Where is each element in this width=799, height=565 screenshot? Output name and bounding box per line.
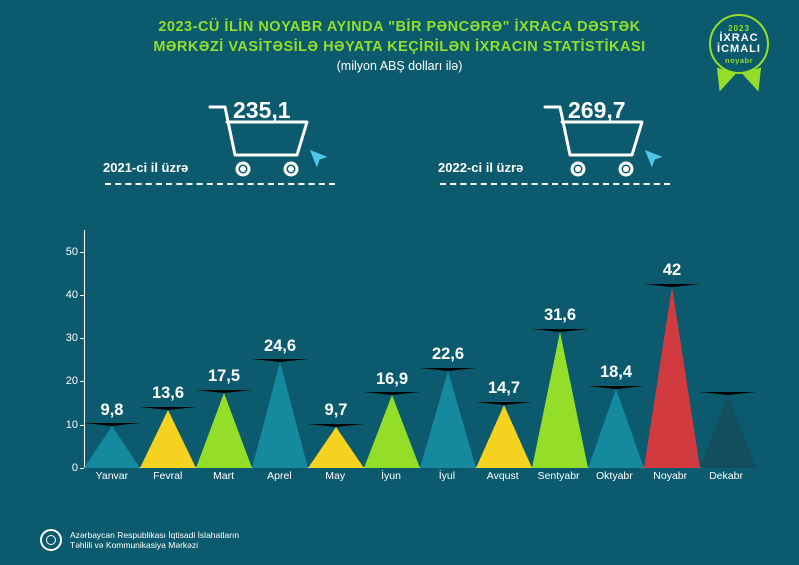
x-label: Fevral: [140, 470, 196, 490]
title-line2: MƏRKƏZİ VASİTƏSİLƏ HƏYATA KEÇİRİLƏN İXRA…: [153, 39, 645, 55]
badge-line2: İCMALI: [717, 44, 761, 55]
peak-triangle: [308, 424, 364, 468]
peak-triangle: [84, 423, 140, 468]
chart-peak: [700, 392, 756, 468]
chart-peak: 31,6: [532, 329, 588, 468]
peak-triangle: [700, 392, 756, 468]
page-title: 2023-CÜ İLİN NOYABR AYINDA "BİR PƏNCƏRƏ"…: [0, 0, 799, 57]
chart-peak: 22,6: [420, 368, 476, 468]
report-badge: 2023 İXRAC İCMALI noyabr: [705, 14, 773, 96]
footer: Azərbaycan Respublikası İqtisadi İslahat…: [40, 529, 239, 551]
peak-triangle: [532, 329, 588, 468]
peak-value: 17,5: [208, 367, 240, 386]
chart-peak: 13,6: [140, 407, 196, 468]
chart-peak: 14,7: [476, 402, 532, 468]
peak-triangle: [476, 402, 532, 468]
cursor-icon: [309, 149, 329, 169]
peak-value: 9,7: [325, 401, 348, 420]
peak-value: 24,6: [264, 337, 296, 356]
cart-icon: [205, 97, 340, 189]
chart-peak: 16,9: [364, 392, 420, 468]
peak-value: 42: [663, 261, 681, 280]
x-label: İyun: [363, 470, 419, 490]
x-label: Oktyabr: [586, 470, 642, 490]
chart-peak: 24,6: [252, 359, 308, 468]
badge-line1: İXRAC: [719, 33, 758, 44]
peak-triangle: [588, 386, 644, 468]
chart-peaks: 9,813,617,524,69,716,922,614,731,618,442: [84, 230, 754, 468]
peak-triangle: [420, 368, 476, 468]
x-label: Dekabr: [698, 470, 754, 490]
compare-label-2022: 2022-ci il üzrə: [438, 160, 523, 175]
footer-line2: Təhlili və Kommunikasiya Mərkəzi: [70, 540, 198, 550]
x-label: Yanvar: [84, 470, 140, 490]
footer-line1: Azərbaycan Respublikası İqtisadi İslahat…: [70, 530, 239, 540]
chart-peak: 17,5: [196, 390, 252, 468]
chart-peak: 18,4: [588, 386, 644, 468]
y-tick: 40: [66, 289, 78, 301]
peak-value: 16,9: [376, 370, 408, 389]
x-label: Noyabr: [642, 470, 698, 490]
y-tick-mark: [80, 252, 84, 253]
footer-text: Azərbaycan Respublikası İqtisadi İslahat…: [70, 530, 239, 550]
y-tick-mark: [80, 425, 84, 426]
x-axis-labels: YanvarFevralMartAprelMayİyunİyulAvqustSe…: [84, 470, 754, 490]
badge-ring: 2023 İXRAC İCMALI noyabr: [709, 14, 769, 74]
x-label: Aprel: [251, 470, 307, 490]
peak-value: 18,4: [600, 363, 632, 382]
peak-value: 22,6: [432, 345, 464, 364]
monthly-chart: 01020304050 9,813,617,524,69,716,922,614…: [54, 230, 754, 490]
emblem-icon: [40, 529, 62, 551]
peak-value: 13,6: [152, 384, 184, 403]
cart-icon: [540, 97, 675, 189]
peak-value: 14,7: [488, 379, 520, 398]
y-tick: 10: [66, 419, 78, 431]
peak-triangle: [140, 407, 196, 468]
badge-month: noyabr: [725, 56, 753, 65]
peak-triangle: [252, 359, 308, 468]
x-label: Avqust: [475, 470, 531, 490]
peak-triangle: [644, 284, 700, 468]
cursor-icon: [644, 149, 664, 169]
peak-value: 31,6: [544, 306, 576, 325]
y-tick: 30: [66, 332, 78, 344]
y-tick: 50: [66, 246, 78, 258]
y-tick-mark: [80, 381, 84, 382]
compare-label-2021: 2021-ci il üzrə: [103, 160, 188, 175]
title-line1: 2023-CÜ İLİN NOYABR AYINDA "BİR PƏNCƏRƏ"…: [158, 19, 640, 35]
peak-value: 9,8: [101, 401, 124, 420]
y-tick-mark: [80, 338, 84, 339]
y-tick: 0: [72, 462, 78, 474]
y-tick-mark: [80, 295, 84, 296]
peak-triangle: [196, 390, 252, 468]
y-tick-mark: [80, 468, 84, 469]
chart-peak: 42: [644, 284, 700, 468]
y-tick: 20: [66, 375, 78, 387]
x-label: Sentyabr: [531, 470, 587, 490]
y-axis: 01020304050: [54, 230, 84, 468]
x-label: Mart: [196, 470, 252, 490]
chart-peak: 9,7: [308, 424, 364, 468]
page-subtitle: (milyon ABŞ dolları ilə): [0, 59, 799, 73]
x-label: İyul: [419, 470, 475, 490]
x-label: May: [307, 470, 363, 490]
chart-peak: 9,8: [84, 423, 140, 468]
peak-triangle: [364, 392, 420, 468]
